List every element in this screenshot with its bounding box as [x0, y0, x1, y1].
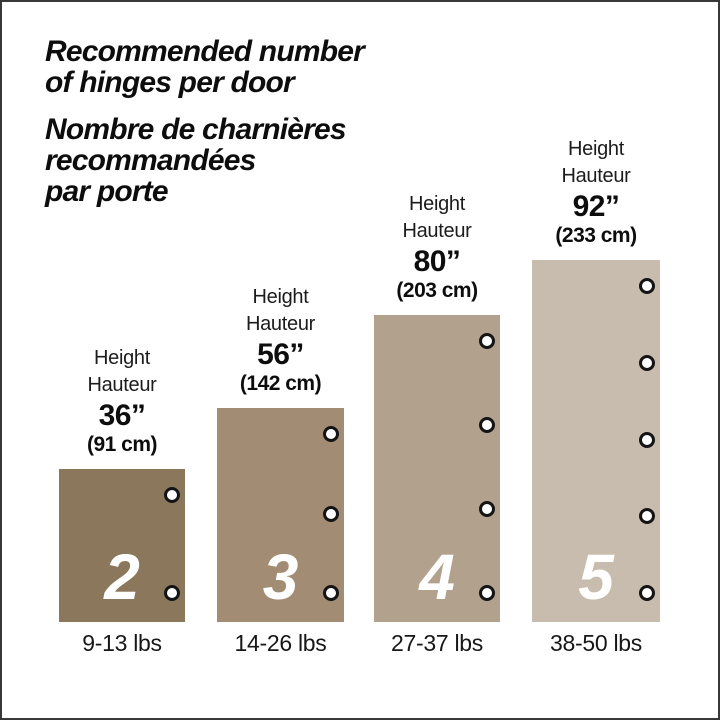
door-bar: 3	[217, 408, 344, 622]
title-french: Nombre de charnières recommandées par po…	[45, 113, 347, 208]
hinge-hole-icon	[639, 508, 655, 525]
hinge-count-number: 4	[419, 541, 455, 613]
height-inches-value: 36”	[98, 399, 146, 432]
hinge-hole-icon	[164, 487, 180, 503]
hinge-hole-icon	[639, 354, 655, 371]
height-label: Height	[408, 193, 465, 215]
weight-range-label: 38-50 lbs	[550, 630, 642, 656]
hinge-hole-icon	[639, 278, 655, 294]
hauteur-label: Hauteur	[87, 374, 157, 396]
height-inches-value: 92”	[572, 190, 620, 223]
height-label: Height	[93, 347, 150, 369]
weight-range-label: 9-13 lbs	[82, 630, 162, 656]
hinge-hole-icon	[639, 585, 655, 601]
hauteur-label: Hauteur	[402, 220, 472, 242]
hinge-hole-icon	[479, 585, 495, 601]
weight-range-label: 14-26 lbs	[234, 630, 327, 656]
height-cm-value: (91 cm)	[86, 433, 158, 456]
door-header: Height Hauteur 92” (233 cm)	[555, 136, 637, 248]
hinge-hole-icon	[164, 585, 180, 601]
door-column-36in: Height Hauteur 36” (91 cm) 2	[59, 2, 185, 622]
height-inches-value: 56”	[257, 338, 304, 371]
hinge-hole-icon	[479, 417, 495, 433]
door-header: Height Hauteur 80” (203 cm)	[396, 191, 478, 303]
door-bar: 2	[59, 469, 185, 622]
title-english: Recommended number of hinges per door	[45, 35, 365, 99]
height-cm-value: (142 cm)	[239, 372, 322, 395]
door-bar: 4	[374, 315, 500, 622]
hinge-hole-icon	[639, 431, 655, 448]
door-column-80in: Height Hauteur 80” (203 cm) 4	[374, 2, 500, 622]
hinge-hole-icon	[323, 505, 339, 522]
hauteur-label: Hauteur	[561, 165, 631, 187]
hinge-hole-icon	[479, 501, 495, 517]
height-label: Height	[252, 286, 309, 308]
hinge-count-number: 5	[578, 541, 614, 613]
door-column-92in: Height Hauteur 92” (233 cm) 5	[532, 2, 660, 622]
hinge-hole-icon	[323, 426, 339, 442]
door-bar: 5	[532, 260, 660, 622]
hauteur-label: Hauteur	[245, 313, 316, 335]
height-cm-value: (233 cm)	[555, 224, 637, 247]
height-cm-value: (203 cm)	[396, 279, 478, 302]
weight-range-label: 27-37 lbs	[391, 630, 483, 656]
hinge-hole-icon	[479, 333, 495, 349]
hinge-count-number: 3	[262, 541, 299, 613]
door-column-56in: Height Hauteur 56” (142 cm) 3	[217, 2, 344, 622]
height-label: Height	[567, 138, 624, 160]
height-inches-value: 80”	[413, 245, 461, 278]
hinge-count-number: 2	[104, 541, 140, 613]
door-header: Height Hauteur 56” (142 cm)	[239, 284, 322, 396]
door-header: Height Hauteur 36” (91 cm)	[86, 345, 158, 457]
hinge-hole-icon	[323, 585, 339, 601]
